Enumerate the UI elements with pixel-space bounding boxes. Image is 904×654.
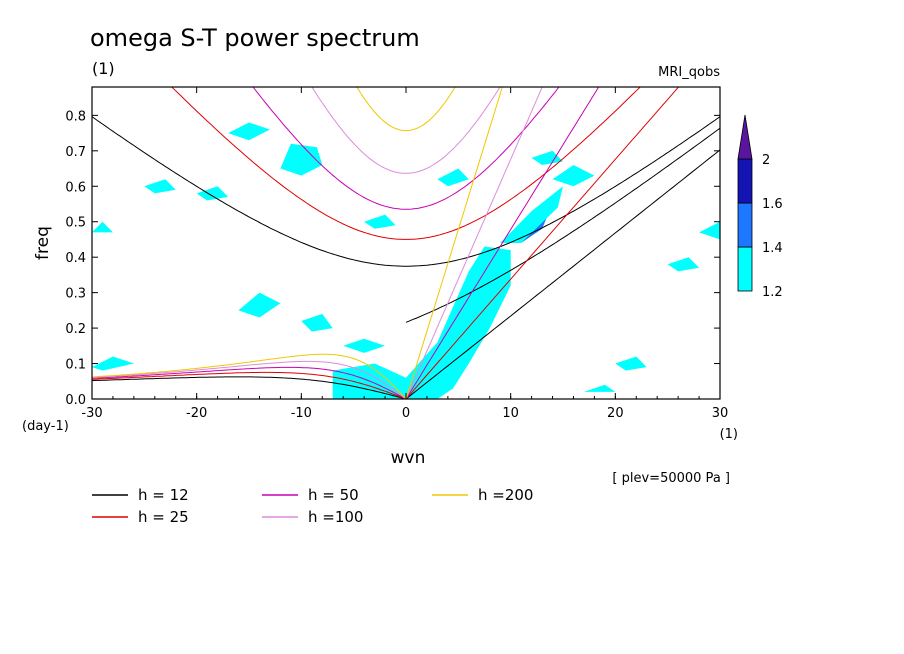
chart-model-label: MRI_qobs — [658, 65, 720, 80]
y-tick-label: 0.3 — [65, 287, 86, 302]
shaded-region-7 — [332, 246, 511, 399]
shaded-region-19 — [531, 150, 563, 165]
shaded-region-23 — [615, 356, 647, 371]
curve-25-2 — [171, 87, 641, 240]
shaded-region-24 — [144, 179, 176, 194]
curve-12-1 — [92, 376, 407, 399]
curve-12-2 — [92, 116, 720, 267]
plot-frame — [91, 86, 721, 400]
curve-200-0 — [405, 87, 503, 399]
y-axis-unit: (day-1) — [22, 419, 69, 434]
curve-50-1 — [92, 366, 407, 399]
shaded-region-17 — [552, 165, 595, 187]
x-tick-label: -30 — [81, 406, 102, 421]
shaded-region-18 — [343, 338, 386, 353]
shaded-region-13 — [228, 122, 270, 141]
shaded-region-16 — [699, 221, 720, 240]
y-tick-label: 0.1 — [65, 358, 86, 373]
shaded-region-25 — [583, 384, 616, 392]
colorbar-extend-arrow — [737, 114, 753, 160]
curve-12-3 — [405, 127, 720, 323]
x-tick-label: 0 — [402, 406, 410, 421]
legend-label-50: h = 50 — [308, 486, 359, 504]
shaded-region-12 — [301, 313, 333, 332]
legend-label-12: h = 12 — [138, 486, 189, 504]
legend-label-200: h =200 — [478, 486, 533, 504]
chart-unit-label: (1) — [92, 59, 115, 78]
colorbar-label: 2 — [762, 153, 770, 168]
chart-title: omega S-T power spectrum — [90, 24, 420, 52]
x-ticks: -30 -20 -10 0 10 20 30 — [81, 87, 728, 421]
curve-25-1 — [92, 371, 407, 399]
colorbar: 1.2 1.4 1.6 2 — [737, 114, 783, 300]
shaded-region-15 — [92, 221, 113, 233]
x-tick-label: 30 — [712, 406, 729, 421]
curve-25-0 — [405, 87, 680, 399]
shaded-region-8 — [500, 186, 563, 243]
x-tick-label: 10 — [502, 406, 519, 421]
curve-100-1 — [92, 360, 407, 399]
curve-200-1 — [92, 353, 407, 399]
pressure-level-note: [ plev=50000 Pa ] — [612, 471, 730, 486]
colorbar-label: 1.4 — [762, 241, 783, 256]
y-tick-label: 0.8 — [65, 109, 86, 124]
curve-100-0 — [405, 87, 543, 399]
shaded-regions — [92, 122, 720, 399]
y-axis-label: freq — [33, 226, 53, 260]
colorbar-segment-0 — [737, 246, 753, 292]
curve-50-0 — [405, 87, 600, 399]
x-tick-label: -20 — [186, 406, 207, 421]
colorbar-label: 1.2 — [762, 285, 783, 300]
colorbar-label: 1.6 — [762, 197, 783, 212]
legend-label-25: h = 25 — [138, 508, 189, 526]
y-tick-label: 0.5 — [65, 216, 86, 231]
shaded-region-11 — [238, 292, 281, 318]
x-axis-unit: (1) — [720, 427, 738, 442]
y-tick-label: 0.2 — [65, 322, 86, 337]
legend-label-100: h =100 — [308, 508, 363, 526]
y-tick-label: 0.0 — [65, 393, 86, 408]
dispersion-curves — [92, 87, 720, 399]
shaded-region-21 — [667, 257, 700, 272]
shaded-region-22 — [196, 186, 229, 201]
colorbar-segment-2 — [737, 158, 753, 204]
curve-200-2 — [356, 87, 456, 132]
curve-12-0 — [405, 149, 720, 399]
shaded-region-9 — [280, 143, 323, 176]
y-ticks: 0.0 0.1 0.2 0.3 0.4 0.5 0.6 0.7 0.8 — [65, 109, 720, 408]
y-tick-label: 0.6 — [65, 180, 86, 195]
shaded-region-10 — [92, 356, 134, 371]
y-tick-label: 0.7 — [65, 145, 86, 160]
x-tick-label: 20 — [607, 406, 624, 421]
curve-50-2 — [252, 87, 560, 210]
shaded-region-20 — [364, 214, 396, 229]
curve-100-2 — [311, 87, 501, 174]
legend: h = 12 h = 25 h = 50 h =100 h =200 — [92, 486, 533, 526]
y-tick-label: 0.4 — [65, 251, 86, 266]
colorbar-segment-1 — [737, 202, 753, 248]
x-tick-label: -10 — [291, 406, 312, 421]
shaded-region-14 — [437, 168, 469, 187]
x-axis-label: wvn — [391, 448, 426, 468]
